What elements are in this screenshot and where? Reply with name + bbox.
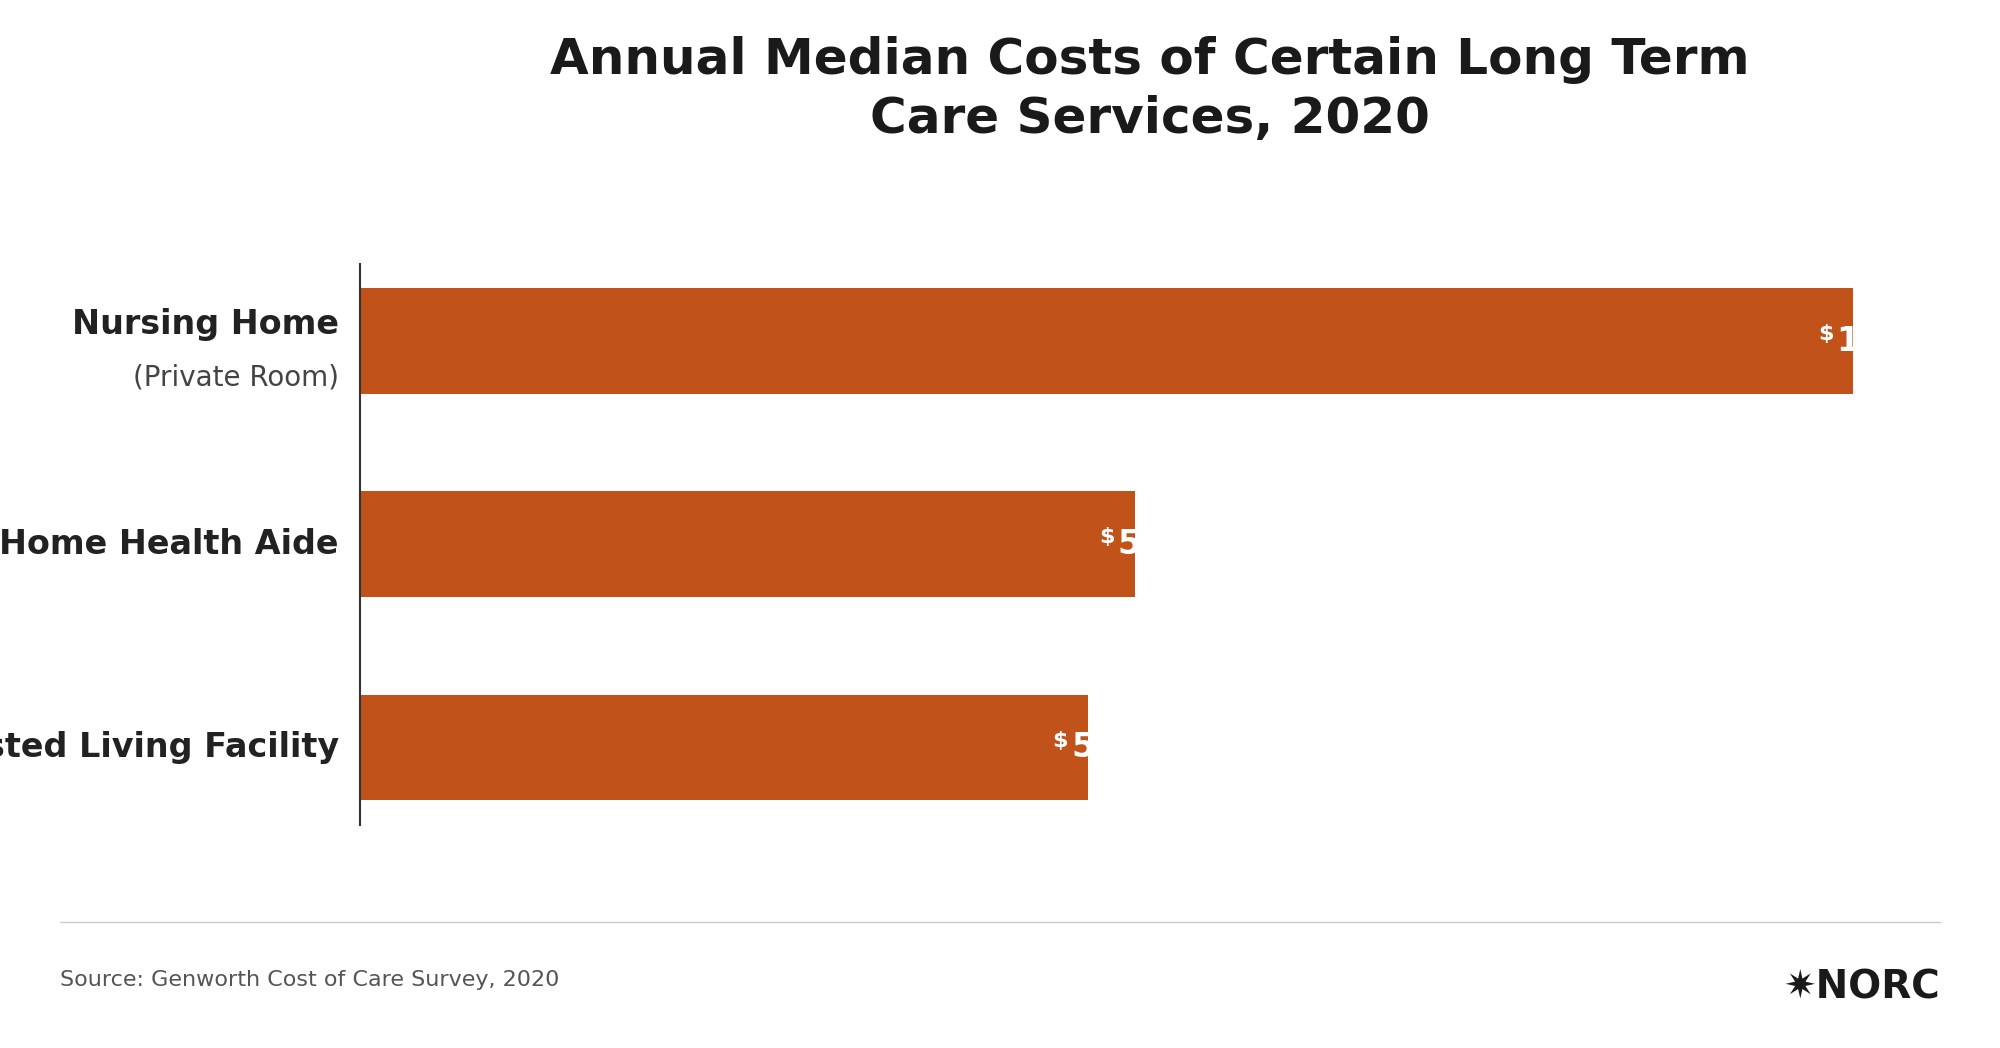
Bar	[360, 492, 1134, 597]
Bar	[360, 695, 1088, 801]
Text: Source: Genworth Cost of Care Survey, 2020: Source: Genworth Cost of Care Survey, 20…	[60, 970, 560, 990]
Text: 51,600: 51,600	[1072, 732, 1200, 764]
Text: $: $	[1100, 527, 1114, 547]
Text: Nursing Home: Nursing Home	[72, 308, 338, 342]
Text: $: $	[1818, 324, 1834, 344]
Bar	[360, 288, 1854, 394]
Text: ✷NORC: ✷NORC	[1784, 968, 1940, 1006]
Text: Home Health Aide: Home Health Aide	[0, 528, 338, 561]
Text: (Private Room): (Private Room)	[132, 364, 338, 392]
Text: $: $	[1052, 730, 1068, 750]
Text: Assisted Living Facility: Assisted Living Facility	[0, 732, 338, 764]
Title: Annual Median Costs of Certain Long Term
Care Services, 2020: Annual Median Costs of Certain Long Term…	[550, 36, 1750, 144]
Text: 54,912: 54,912	[1118, 528, 1246, 561]
Text: 105,850: 105,850	[1836, 325, 1988, 357]
